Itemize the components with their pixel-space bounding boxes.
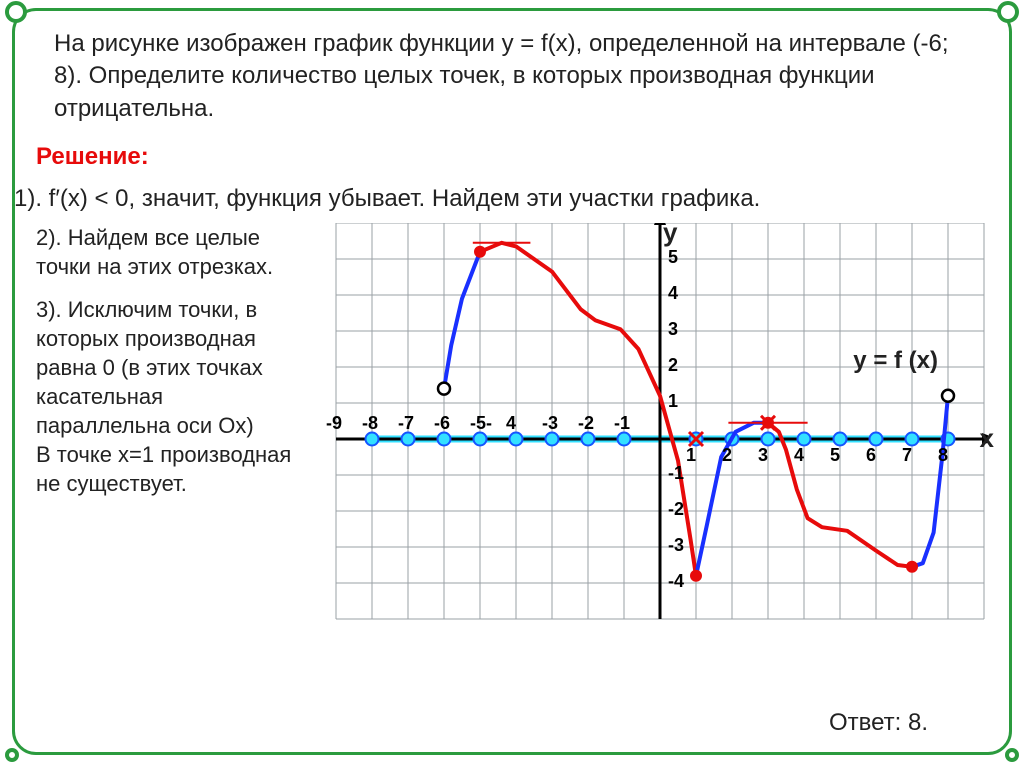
x-axis-label: x: [980, 423, 994, 454]
problem-statement: На рисунке изображен график функции y = …: [54, 28, 954, 125]
solution-steps-column: 2). Найдем все целые точки на этих отрез…: [36, 223, 302, 498]
slide-content: На рисунке изображен график функции y = …: [36, 22, 988, 745]
answer-text: Ответ: 8.: [829, 709, 928, 737]
y-axis-label: y: [663, 217, 677, 248]
solution-step-1: 1). f′(x) < 0, значит, функция убывает. …: [14, 185, 988, 213]
solution-heading: Решение:: [36, 143, 988, 171]
solution-step-3: 3). Исключим точки, в которых производна…: [36, 295, 302, 498]
solution-step-2: 2). Найдем все целые точки на этих отрез…: [36, 223, 302, 281]
function-chart: y x y = f (x) -9-8-7-6-5-4-3-2-112345678…: [308, 223, 988, 643]
function-label: y = f (x): [853, 347, 938, 375]
